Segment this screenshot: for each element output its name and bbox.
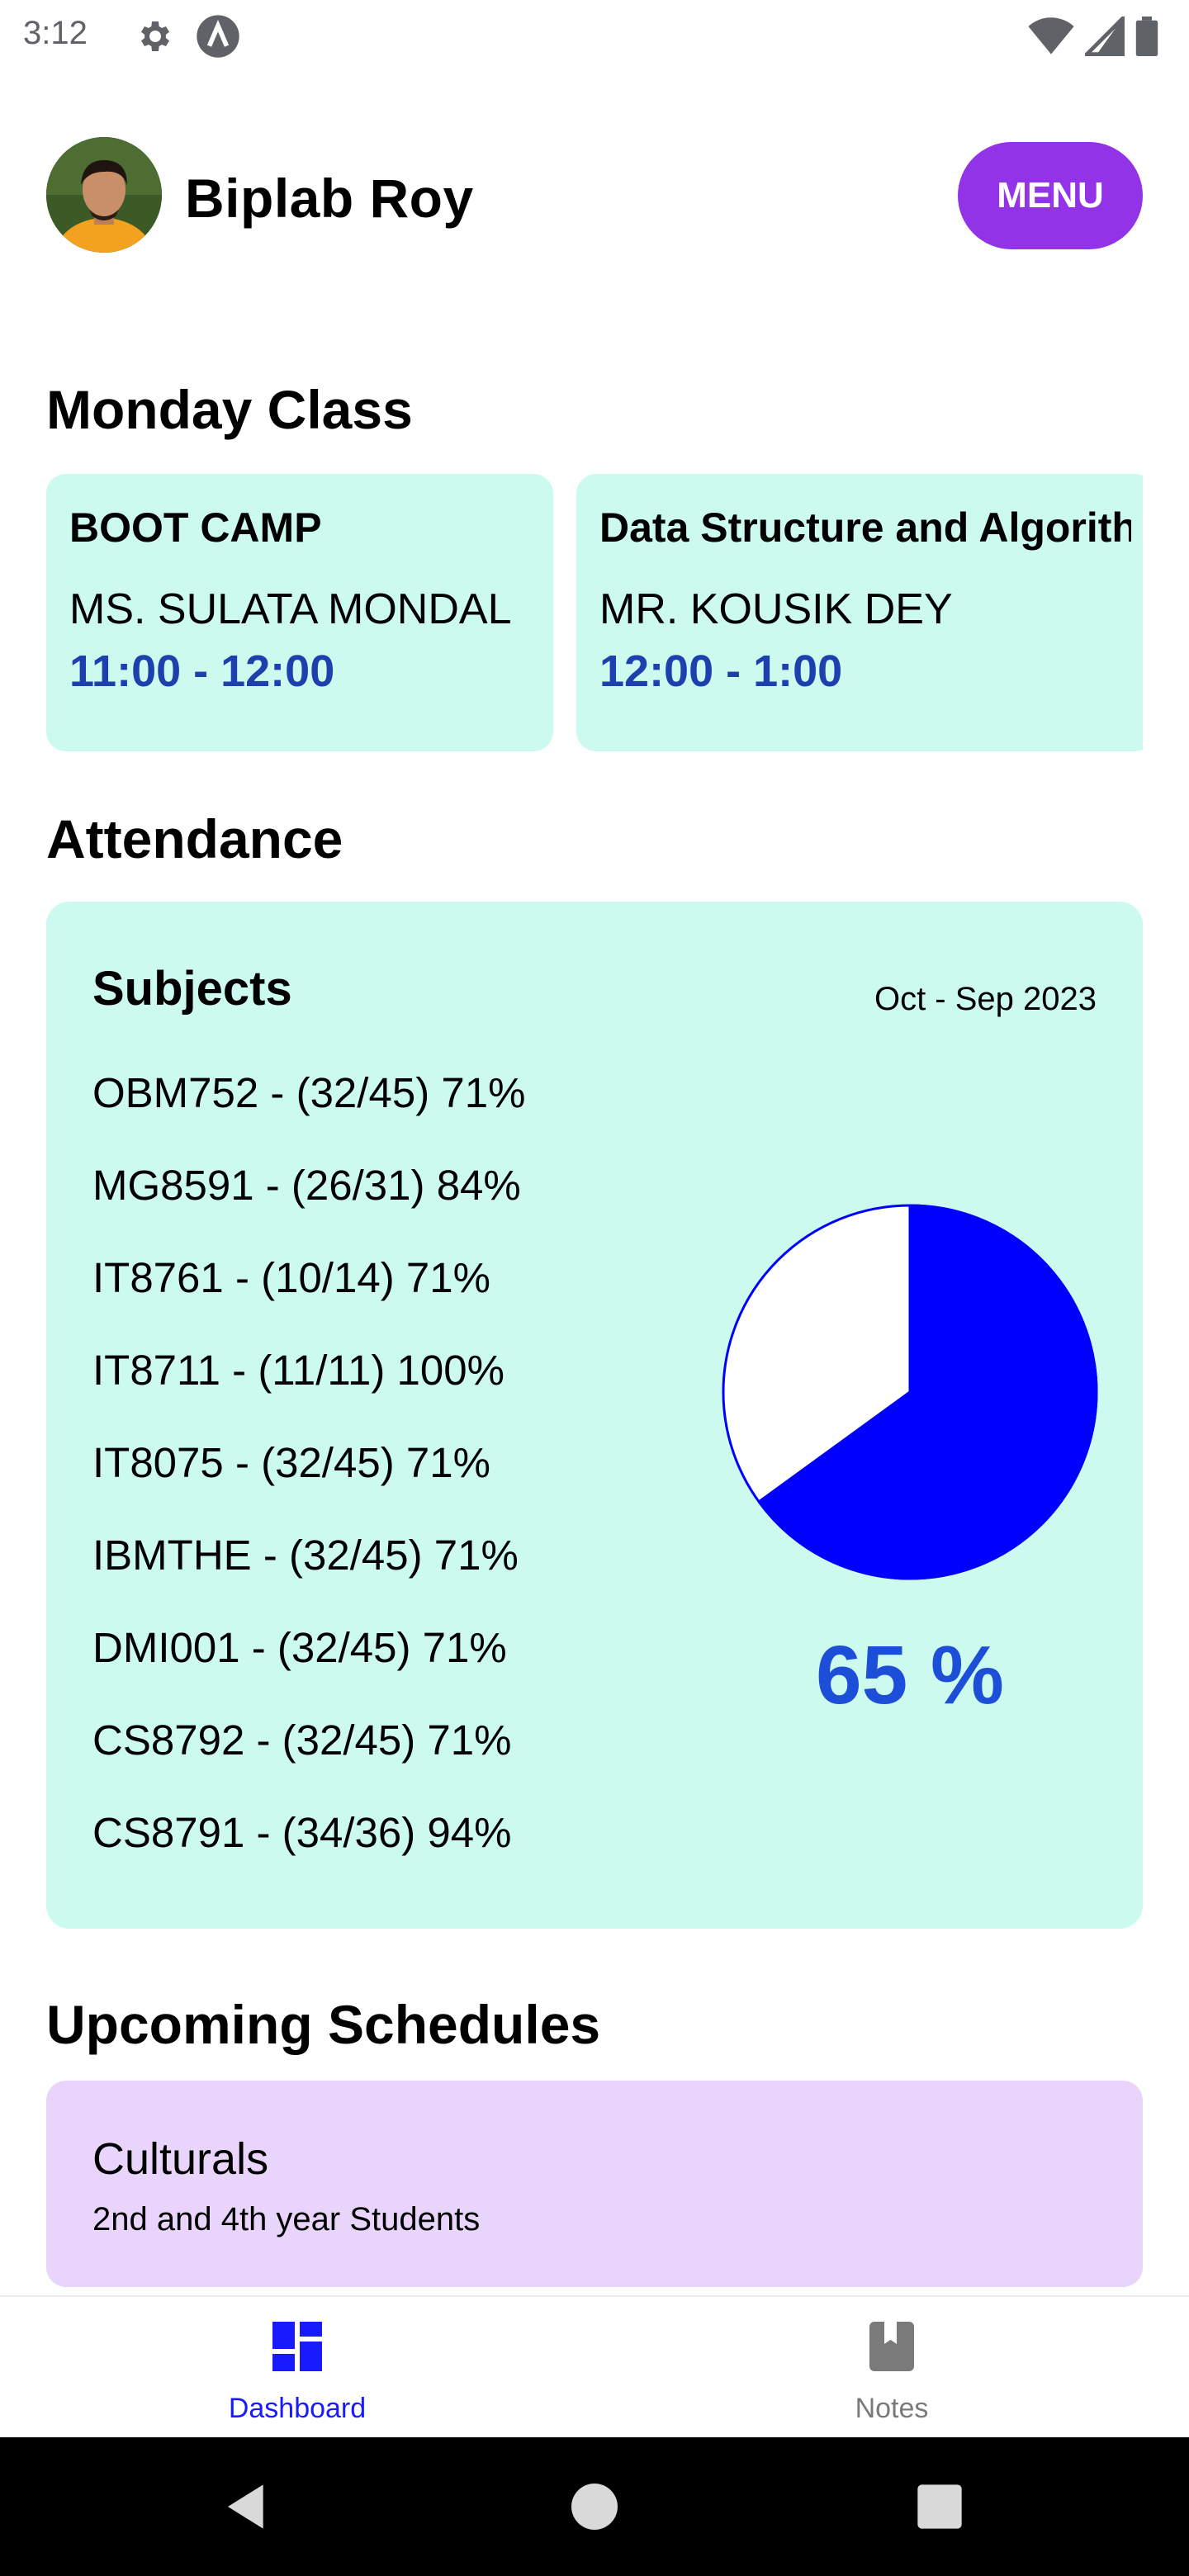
battery-icon [1135,17,1158,56]
app-notification-icon [197,15,239,58]
menu-button[interactable]: MENU [958,142,1143,249]
subjects-title: Subjects [92,962,292,1016]
attendance-period: Oct - Sep 2023 [874,981,1097,1017]
pie-svg [722,1204,1098,1580]
book-icon [869,2322,914,2371]
wifi-icon [1028,17,1074,54]
class-subject: BOOT CAMP [69,504,322,551]
nav-label-notes: Notes [855,2393,929,2424]
upcoming-item-subtitle: 2nd and 4th year Students [92,2201,481,2237]
status-icons [1027,17,1159,56]
nav-label-dashboard: Dashboard [228,2393,367,2424]
home-icon[interactable] [568,2480,621,2533]
avatar[interactable] [46,137,162,253]
schedule-section-title: Monday Class [46,379,413,440]
nav-item-dashboard[interactable]: Dashboard [0,2297,594,2439]
bottom-navigation: Dashboard Notes [0,2295,1189,2437]
nav-item-notes[interactable]: Notes [594,2297,1189,2439]
status-time: 3:12 [23,15,88,51]
attendance-card: Subjects Oct - Sep 2023 OBM752 - (32/45)… [46,902,1143,1929]
subject-item: DMI001 - (32/45) 71% [92,1624,507,1671]
subject-item: IBMTHE - (32/45) 71% [92,1532,519,1579]
attendance-percent: 65 % [816,1629,1004,1721]
subject-item: IT8711 - (11/11) 100% [92,1347,504,1394]
class-carousel[interactable]: BOOT CAMP MS. SULATA MONDAL 11:00 - 12:0… [46,474,1143,751]
subject-item: CS8791 - (34/36) 94% [92,1809,512,1856]
pie-attended-slice [757,1204,1098,1580]
attendance-pie-chart [720,1202,1100,1582]
upcoming-card[interactable]: Culturals 2nd and 4th year Students [46,2081,1143,2287]
class-subject: Data Structure and Algorithms [599,504,1131,551]
subject-item: OBM752 - (32/45) 71% [92,1069,526,1116]
subject-item: MG8591 - (26/31) 84% [92,1162,521,1209]
upcoming-item-title: Culturals [92,2134,269,2184]
profile-photo [46,137,162,253]
user-name: Biplab Roy [185,168,474,229]
class-teacher: MR. KOUSIK DEY [599,585,953,633]
class-card[interactable]: BOOT CAMP MS. SULATA MONDAL 11:00 - 12:0… [46,474,553,751]
system-navigation-bar [0,2437,1189,2576]
class-card[interactable]: Data Structure and Algorithms MR. KOUSIK… [576,474,1143,751]
profile-header: Biplab Roy MENU [46,137,1143,253]
dashboard-icon [272,2322,322,2371]
subject-item: IT8761 - (10/14) 71% [92,1254,490,1301]
subject-list: OBM752 - (32/45) 71% MG8591 - (26/31) 84… [92,1067,525,1899]
signal-icon [1085,17,1125,56]
class-time: 11:00 - 12:00 [69,646,335,696]
subject-item: CS8792 - (32/45) 71% [92,1717,512,1764]
class-teacher: MS. SULATA MONDAL [69,585,512,633]
back-icon[interactable] [221,2480,274,2533]
subject-item: IT8075 - (32/45) 71% [92,1439,490,1486]
recents-icon[interactable] [913,2480,966,2533]
upcoming-title: Upcoming Schedules [46,1994,601,2055]
attendance-title: Attendance [46,808,343,869]
status-bar: 3:12 [0,0,1189,69]
class-time: 12:00 - 1:00 [599,646,843,696]
settings-icon [141,21,169,51]
